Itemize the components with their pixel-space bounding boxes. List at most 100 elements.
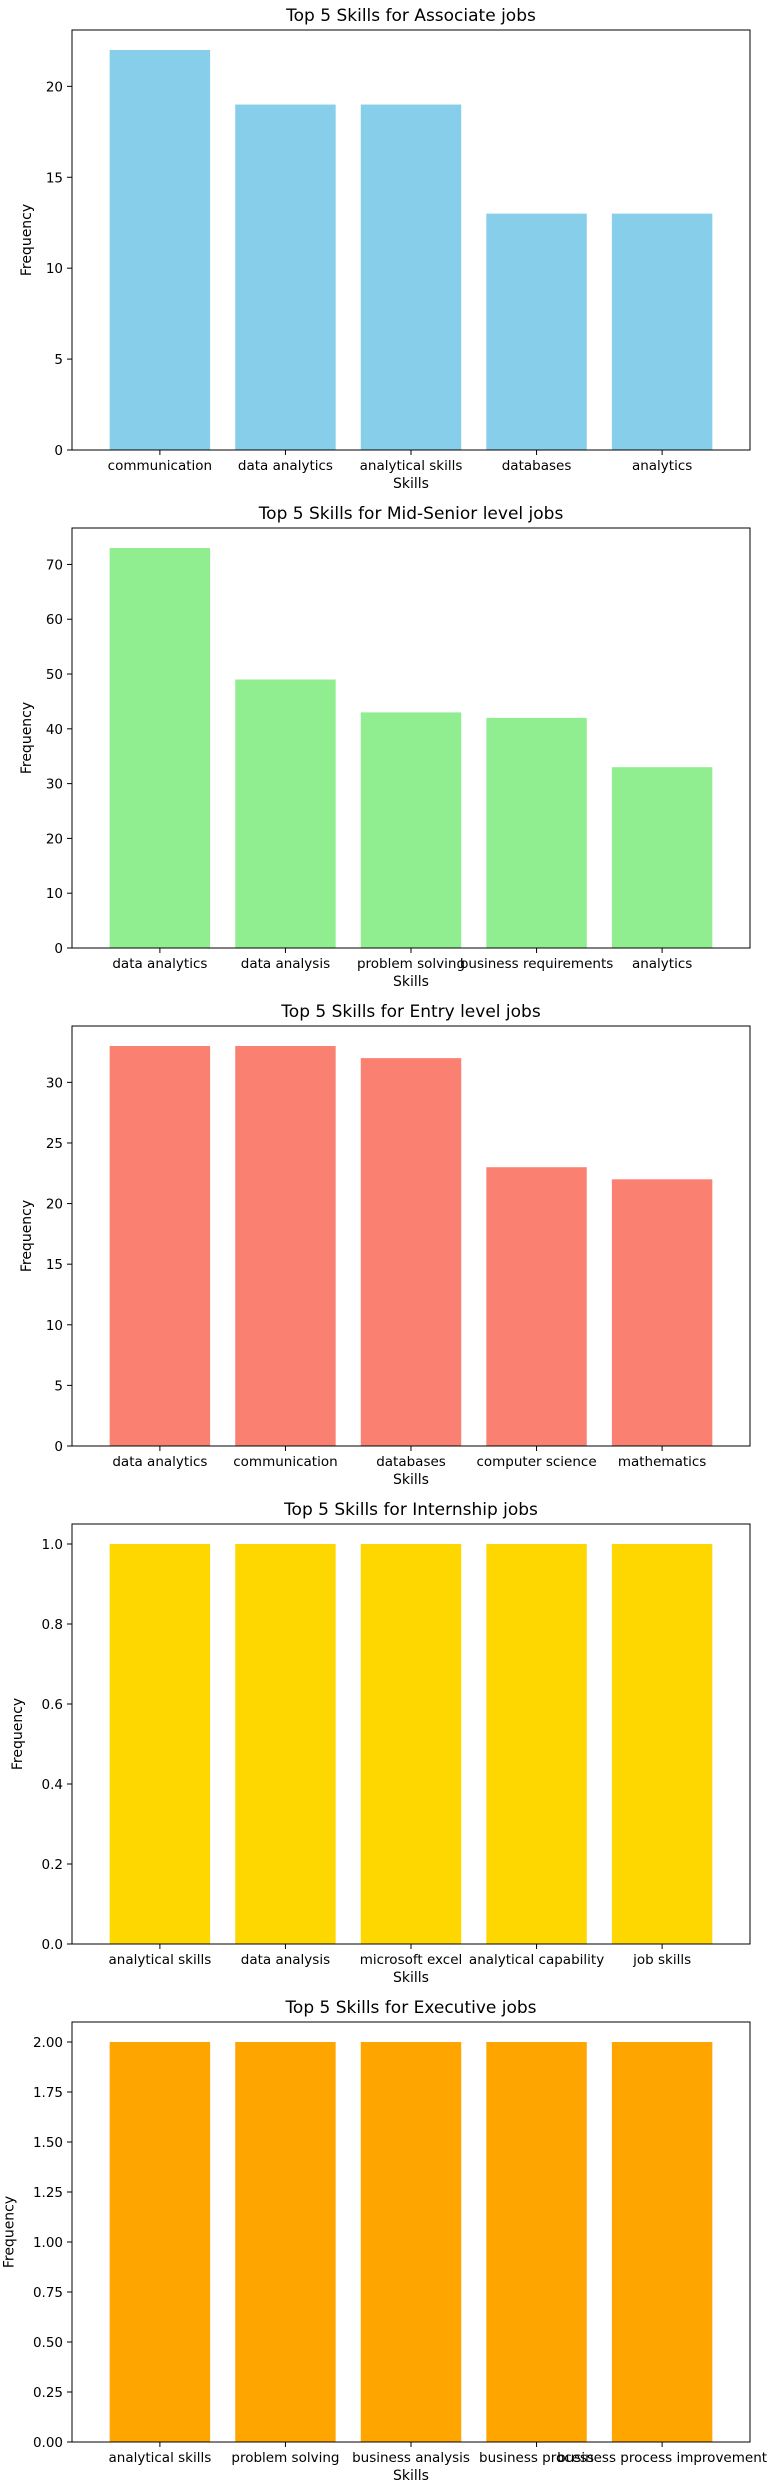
bar-microsoft-excel <box>360 1544 462 1944</box>
y-axis-label: Frequency <box>19 204 35 276</box>
y-axis-label: Frequency <box>2 2196 18 2268</box>
bar-job-skills <box>611 1544 713 1944</box>
y-tick-label: 0.2 <box>42 1857 63 1873</box>
y-tick-label: 30 <box>46 777 63 793</box>
y-tick-label: 0.75 <box>33 2285 63 2301</box>
y-tick-label: 25 <box>46 1136 63 1152</box>
bar-data-analysis <box>235 679 336 948</box>
y-tick-label: 10 <box>46 886 63 902</box>
bar-communication <box>109 50 211 450</box>
bar-analytical-skills <box>109 1544 211 1944</box>
bar-business-process-improvement <box>611 2042 713 2442</box>
y-tick-label: 0.00 <box>33 2435 63 2451</box>
x-tick-label: analytics <box>632 458 692 474</box>
bar-analytical-capability <box>486 1544 587 1944</box>
y-tick-label: 40 <box>46 722 63 738</box>
bar-business-requirements <box>486 717 587 948</box>
y-axis-label: Frequency <box>10 1698 26 1770</box>
y-tick-label: 0.8 <box>42 1617 63 1633</box>
y-tick-label: 20 <box>46 79 63 95</box>
y-tick-label: 1.25 <box>33 2185 63 2201</box>
y-tick-label: 20 <box>46 1197 63 1213</box>
x-axis-label: Skills <box>393 1970 429 1986</box>
y-tick-label: 5 <box>54 1378 63 1394</box>
x-tick-label: data analytics <box>112 956 207 972</box>
bar-mathematics <box>611 1179 713 1446</box>
x-tick-label: communication <box>233 1454 337 1470</box>
x-axis-label: Skills <box>393 2468 429 2484</box>
y-tick-label: 1.50 <box>33 2135 63 2151</box>
y-tick-label: 1.00 <box>33 2235 63 2251</box>
chart-panel-3: 0 5 10 15 20 25 30 data analytics communication d… <box>19 1002 751 1488</box>
x-tick-label: data analysis <box>241 1952 330 1968</box>
x-tick-label: business analysis <box>352 2450 470 2466</box>
bar-analytics <box>611 767 713 948</box>
y-tick-label: 0.0 <box>42 1937 63 1953</box>
chart-panel-5: 0.00 0.25 0.50 0.75 1.00 1.25 1.50 1.75 2.00 anal… <box>2 1998 767 2484</box>
x-tick-label: data analytics <box>112 1454 207 1470</box>
bar-communication <box>235 1046 336 1446</box>
y-tick-label: 0.6 <box>42 1697 63 1713</box>
x-tick-label: data analysis <box>241 956 330 972</box>
y-axis-label: Frequency <box>19 702 35 774</box>
x-tick-label: business process improvement <box>557 2450 767 2466</box>
y-tick-label: 10 <box>46 1318 63 1334</box>
chart-panel-2: 0 10 20 30 40 50 60 70 data analytics data analys… <box>19 504 751 990</box>
bar-analytical-skills <box>360 104 462 450</box>
y-tick-label: 0 <box>54 1439 63 1455</box>
y-tick-label: 0.50 <box>33 2335 63 2351</box>
y-tick-label: 20 <box>46 831 63 847</box>
chart-title: Top 5 Skills for Internship jobs <box>283 1500 538 1520</box>
chart-panel-4: 0.0 0.2 0.4 0.6 0.8 1.0 analytical skills data … <box>10 1500 751 1986</box>
y-tick-label: 0.4 <box>42 1777 63 1793</box>
y-tick-label: 0 <box>54 941 63 957</box>
x-tick-label: problem solving <box>357 956 465 972</box>
y-tick-label: 15 <box>46 1257 63 1273</box>
chart-title: Top 5 Skills for Associate jobs <box>285 6 536 26</box>
chart-panel-1: 0 5 10 15 20 communication data analytics analy… <box>19 6 751 492</box>
x-tick-label: analytical capability <box>469 1952 604 1968</box>
bar-data-analytics <box>109 548 211 948</box>
y-tick-label: 10 <box>46 261 63 277</box>
x-tick-label: analytical skills <box>109 2450 212 2466</box>
x-tick-label: business process <box>479 2450 594 2466</box>
x-tick-label: data analytics <box>238 458 333 474</box>
bar-business-analysis <box>360 2042 462 2442</box>
x-axis-label: Skills <box>393 476 429 492</box>
x-tick-label: business requirements <box>460 956 613 972</box>
x-tick-label: databases <box>502 458 572 474</box>
bar-data-analytics <box>235 104 336 450</box>
x-tick-label: microsoft excel <box>360 1952 463 1968</box>
chart-title: Top 5 Skills for Entry level jobs <box>280 1002 541 1022</box>
x-tick-label: analytical skills <box>360 458 463 474</box>
y-tick-label: 1.75 <box>33 2085 63 2101</box>
y-tick-label: 60 <box>46 612 63 628</box>
y-tick-label: 0 <box>54 443 63 459</box>
y-tick-label: 70 <box>46 557 63 573</box>
x-axis-label: Skills <box>393 1472 429 1488</box>
y-tick-label: 30 <box>46 1075 63 1091</box>
y-axis-label: Frequency <box>19 1200 35 1272</box>
bar-business-process <box>486 2042 587 2442</box>
x-tick-label: job skills <box>632 1952 691 1968</box>
bar-problem-solving <box>360 712 462 948</box>
x-tick-label: analytical skills <box>109 1952 212 1968</box>
bar-analytics <box>611 213 713 450</box>
y-tick-label: 15 <box>46 170 63 186</box>
y-tick-label: 2.00 <box>33 2035 63 2051</box>
x-tick-label: computer science <box>476 1454 596 1470</box>
bar-problem-solving <box>235 2042 336 2442</box>
chart-title: Top 5 Skills for Executive jobs <box>284 1998 536 2018</box>
x-tick-label: databases <box>376 1454 446 1470</box>
bar-computer-science <box>486 1167 587 1446</box>
y-tick-label: 1.0 <box>42 1537 63 1553</box>
x-tick-label: communication <box>108 458 212 474</box>
bar-analytical-skills <box>109 2042 211 2442</box>
bar-data-analysis <box>235 1544 336 1944</box>
x-axis-label: Skills <box>393 974 429 990</box>
chart-title: Top 5 Skills for Mid-Senior level jobs <box>258 504 564 524</box>
bar-databases <box>486 213 587 450</box>
x-tick-label: problem solving <box>231 2450 339 2466</box>
y-tick-label: 5 <box>54 352 63 368</box>
